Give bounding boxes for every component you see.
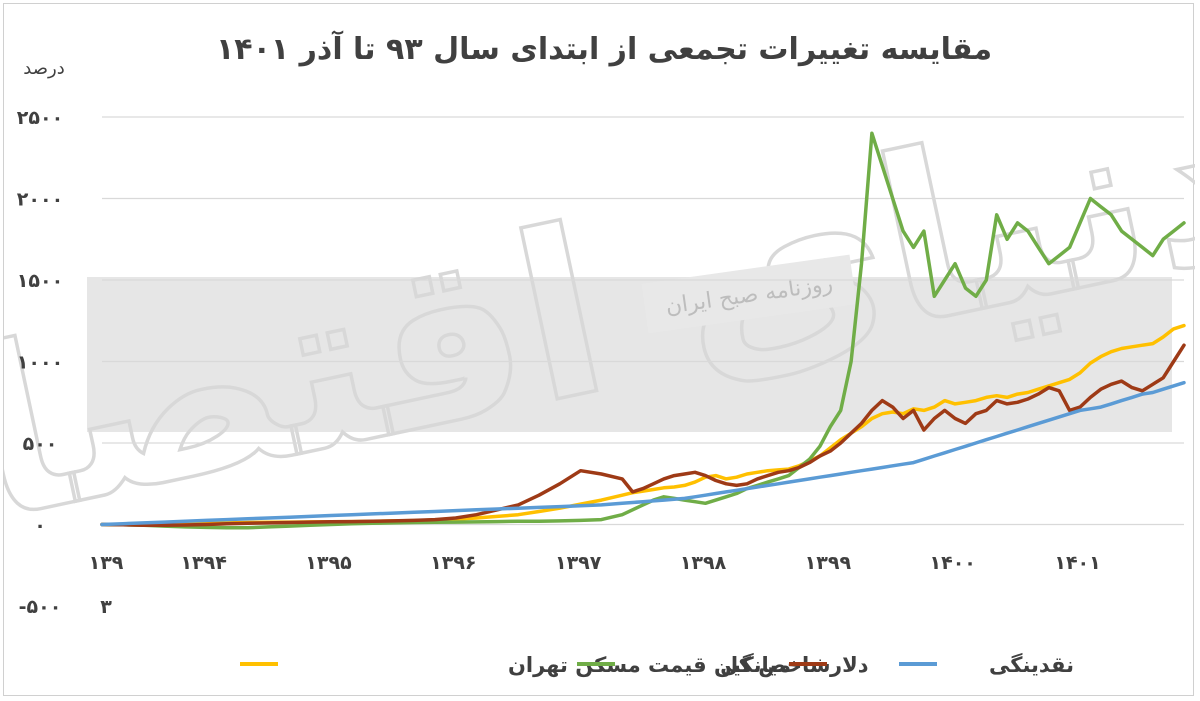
y-tick-label: ۱۰۰۰ [17, 352, 63, 374]
gridlines [102, 116, 1184, 526]
legend-label: میانگین قیمت مسکن تهران [508, 652, 791, 677]
watermark-subtitle-box [641, 254, 857, 334]
y-tick-label: ۰ [34, 515, 46, 537]
y-tick-label: ۱۵۰۰ [17, 270, 63, 292]
chart-frame: دنیای اقتصاد روزنامه صبح ایران مقایسه تغ… [3, 3, 1195, 696]
line-chart: دنیای اقتصاد روزنامه صبح ایران مقایسه تغ… [4, 30, 1195, 677]
y-tick-label: -۵۰۰ [19, 596, 62, 618]
series-line [100, 131, 1186, 530]
legend-label: نقدینگی [989, 652, 1074, 677]
x-tick-label: ۱۳۹۷ [555, 552, 602, 574]
x-tick-label: ۱۴۰۰ [930, 552, 976, 574]
series-line [100, 343, 1186, 528]
y-tick-label: ۵۰۰ [23, 433, 58, 455]
x-tick-label: ۱۴۰۱ [1054, 552, 1100, 574]
watermark-logo: دنیای اقتصاد [4, 39, 1195, 597]
watermark: دنیای اقتصاد روزنامه صبح ایران [4, 37, 1195, 599]
x-tick-label: ۱۳۹۵ [305, 552, 352, 574]
x-tick-label: ۱۳۹۴ [180, 552, 226, 574]
x-tick-label: ۱۳۹ ۳ [89, 552, 124, 618]
x-axis-ticks: ۱۳۹ ۳ ۱۳۹۴ ۱۳۹۵ ۱۳۹۶ ۱۳۹۷ ۱۳۹۸ ۱۳۹۹ ۱۴۰۰ ۱۴۰۱ [89, 552, 1101, 618]
x-tick-label: ۱۳۹۹ [805, 552, 852, 574]
y-tick-label: ۲۵۰۰ [17, 107, 63, 129]
chart-title: مقایسه تغییرات تجمعی از ابتدای سال ۹۳ تا… [216, 30, 992, 67]
y-axis-ticks: -۵۰۰ ۰ ۵۰۰ ۱۰۰۰ ۱۵۰۰ ۲۰۰۰ ۲۵۰۰ [17, 107, 63, 618]
y-axis-label: درصد [23, 58, 64, 79]
series-line [100, 380, 1186, 527]
x-tick-label: ۱۳۹۶ [430, 552, 476, 574]
legend-label: دلار [829, 653, 869, 677]
x-tick-label: ۱۳۹۸ [680, 552, 727, 574]
y-tick-label: ۲۰۰۰ [17, 189, 63, 211]
series-lines [100, 131, 1186, 530]
